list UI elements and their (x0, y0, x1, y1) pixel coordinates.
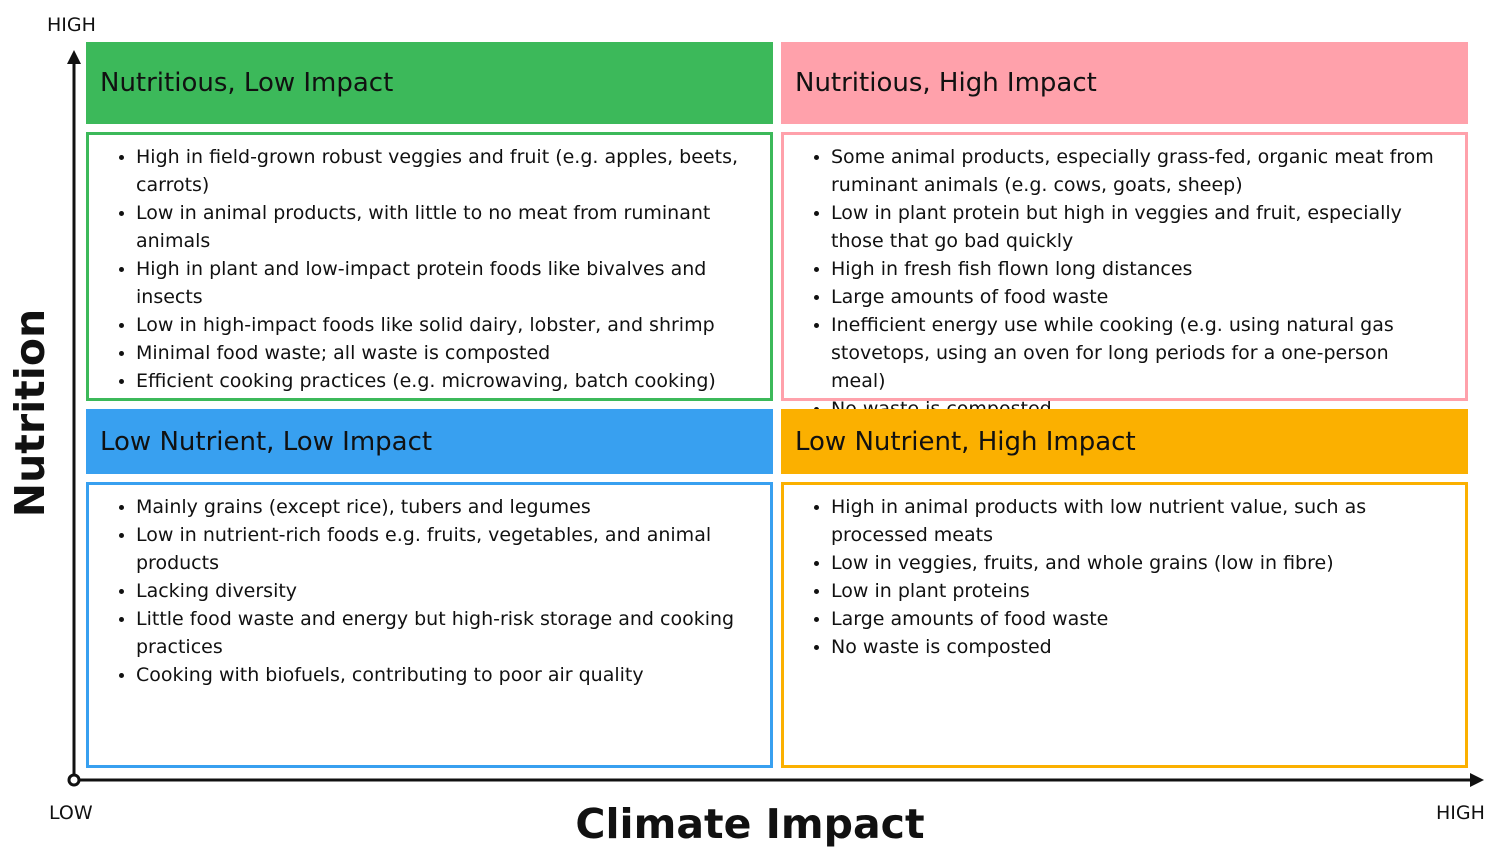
quadrant-title: Nutritious, High Impact (795, 68, 1097, 98)
list-item: Inefficient energy use while cooking (e.… (831, 311, 1445, 395)
y-axis-title: Nutrition (6, 308, 54, 518)
quadrant-list: High in field-grown robust veggies and f… (89, 143, 750, 395)
x-axis-title: Climate Impact (575, 800, 925, 848)
y-axis-high-label: HIGH (47, 14, 96, 36)
list-item: Low in nutrient-rich foods e.g. fruits, … (136, 521, 750, 577)
list-item: Low in high-impact foods like solid dair… (136, 311, 750, 339)
quadrant-list: Mainly grains (except rice), tubers and … (89, 493, 750, 689)
quadrant-header-low-nutrient-low-impact: Low Nutrient, Low Impact (86, 409, 773, 474)
list-item: High in fresh fish flown long distances (831, 255, 1445, 283)
x-axis-low-label: LOW (49, 802, 93, 824)
quadrant-body-low-nutrient-low-impact: Mainly grains (except rice), tubers and … (86, 482, 773, 768)
list-item: High in plant and low-impact protein foo… (136, 255, 750, 311)
quadrant-list: High in animal products with low nutrien… (784, 493, 1445, 661)
list-item: Low in veggies, fruits, and whole grains… (831, 549, 1445, 577)
list-item: No waste is composted (831, 633, 1445, 661)
list-item: Efficient cooking practices (e.g. microw… (136, 367, 750, 395)
y-axis-arrowhead (67, 50, 81, 64)
quadrant-header-low-nutrient-high-impact: Low Nutrient, High Impact (781, 409, 1468, 474)
x-axis-high-label: HIGH (1436, 802, 1485, 824)
quadrant-title: Low Nutrient, High Impact (795, 426, 1136, 457)
list-item: Cooking with biofuels, contributing to p… (136, 661, 750, 689)
quadrant-title: Nutritious, Low Impact (100, 68, 394, 98)
list-item: Some animal products, especially grass-f… (831, 143, 1445, 199)
list-item: Lacking diversity (136, 577, 750, 605)
list-item: Low in plant proteins (831, 577, 1445, 605)
quadrant-title: Low Nutrient, Low Impact (100, 426, 433, 457)
x-axis-arrowhead (1470, 773, 1484, 787)
quadrant-body-nutritious-low-impact: High in field-grown robust veggies and f… (86, 132, 773, 401)
quadrant-header-nutritious-high-impact: Nutritious, High Impact (781, 42, 1468, 124)
quadrant-list: Some animal products, especially grass-f… (784, 143, 1445, 423)
list-item: High in field-grown robust veggies and f… (136, 143, 750, 199)
list-item: Minimal food waste; all waste is compost… (136, 339, 750, 367)
quadrant-body-low-nutrient-high-impact: High in animal products with low nutrien… (781, 482, 1468, 768)
quadrant-body-nutritious-high-impact: Some animal products, especially grass-f… (781, 132, 1468, 420)
list-item: Mainly grains (except rice), tubers and … (136, 493, 750, 521)
axis-origin (67, 773, 81, 787)
list-item: Low in animal products, with little to n… (136, 199, 750, 255)
quadrant-header-nutritious-low-impact: Nutritious, Low Impact (86, 42, 773, 124)
list-item: Little food waste and energy but high-ri… (136, 605, 750, 661)
list-item: Large amounts of food waste (831, 283, 1445, 311)
list-item: Low in plant protein but high in veggies… (831, 199, 1445, 255)
list-item: High in animal products with low nutrien… (831, 493, 1445, 549)
list-item: Large amounts of food waste (831, 605, 1445, 633)
